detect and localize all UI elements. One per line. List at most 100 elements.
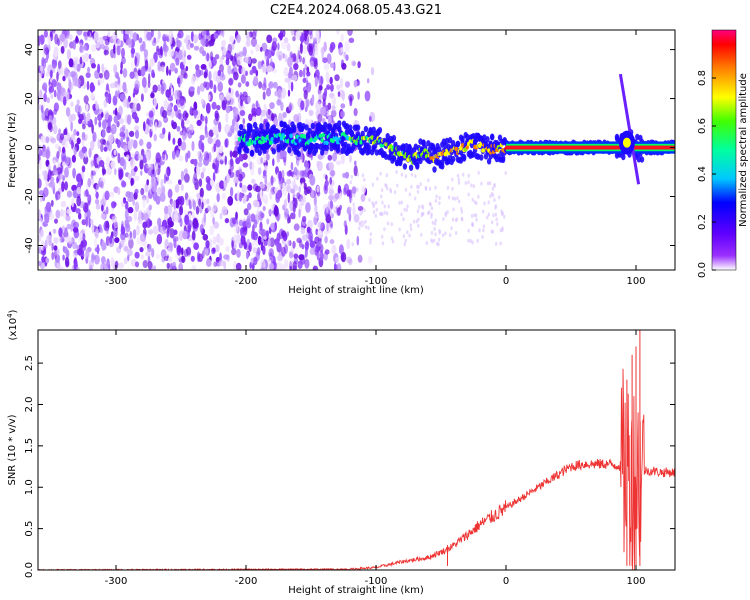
spectrogram-cell <box>185 119 190 125</box>
spectrogram-cell <box>260 115 263 125</box>
snr-frame <box>37 329 676 571</box>
spectrogram-cell <box>184 214 190 226</box>
spectrogram-cell <box>433 221 437 226</box>
spectrogram-ridge-core <box>370 135 374 140</box>
spectrogram-cell <box>317 229 323 236</box>
spectrogram-cell <box>287 240 291 246</box>
spectrogram-cell <box>475 217 478 222</box>
spectrogram-cell <box>197 161 203 168</box>
spectrogram-cell <box>114 237 120 244</box>
spectrogram-cell <box>404 187 408 192</box>
spectrogram-streak <box>618 73 641 185</box>
spectrogram-cell <box>134 201 140 213</box>
spectrogram-cell <box>281 150 287 158</box>
spectrogram-cell <box>150 163 154 170</box>
spectrogram-cell <box>174 184 180 193</box>
spectrogram-cell <box>118 262 124 269</box>
spectrogram-cell <box>430 231 434 235</box>
spectrogram-cell <box>157 84 161 92</box>
spectrogram-cell <box>95 228 99 239</box>
spectrogram-cell <box>97 180 102 187</box>
spectrogram-cell <box>181 255 186 263</box>
spectrogram-cell <box>232 150 238 158</box>
spectrogram-cell <box>282 204 286 211</box>
spectrogram-cell <box>251 178 256 184</box>
spectrogram-cell <box>379 171 382 176</box>
spectrogram-cell <box>421 205 425 210</box>
spectrogram-y-label: Frequency (Hz) <box>7 112 18 188</box>
spectrogram-cell <box>205 102 211 114</box>
spectrogram-cell <box>58 128 62 136</box>
spectrogram-ridge-halo <box>451 155 456 163</box>
spectrogram-cell <box>177 137 182 147</box>
spectrogram-cell <box>200 171 205 179</box>
snr-x-tick-label: -300 <box>105 576 128 587</box>
spectrogram-cell <box>40 71 44 77</box>
spectrogram-cell <box>258 227 264 235</box>
spectrogram-cell <box>132 229 137 240</box>
spectrogram-cell <box>434 198 438 203</box>
spectrogram-cell <box>293 184 299 192</box>
spectrogram-cell <box>78 237 81 243</box>
spectrogram-cell <box>191 140 195 152</box>
spectrogram-cell <box>271 41 277 51</box>
spectrogram-cell <box>176 32 181 39</box>
spectrogram-cell <box>244 193 248 201</box>
spectrogram-cell <box>101 165 105 176</box>
spectrogram-cell <box>139 247 144 253</box>
spectrogram-cell <box>68 79 72 90</box>
spectrogram-cell <box>179 95 185 107</box>
spectrogram-cell <box>47 36 52 45</box>
spectrogram-cell <box>351 186 357 195</box>
spectrogram-cell <box>157 217 162 227</box>
spectrogram-cell <box>325 71 330 82</box>
spectrogram-cell <box>146 179 150 186</box>
spectrogram-cell <box>90 219 94 225</box>
spectrogram-cell <box>255 106 262 116</box>
spectrogram-cell <box>58 227 63 238</box>
spectrogram-cell <box>76 30 83 36</box>
spectrogram-ridge-halo <box>418 157 423 165</box>
spectrogram-cell <box>477 194 480 199</box>
spectrogram-cell <box>200 98 205 106</box>
spectrogram-cell <box>147 148 152 159</box>
spectrogram-cell <box>248 113 253 122</box>
spectrogram-cell <box>435 194 438 199</box>
spectrogram-cell <box>172 236 179 242</box>
spectrogram-cell <box>52 159 57 165</box>
spectrogram-y-tick-label: 40 <box>24 43 35 56</box>
spectrogram-cell <box>335 160 342 166</box>
spectrogram-cell <box>148 229 154 235</box>
spectrogram-cell <box>65 106 71 117</box>
spectrogram-cell <box>216 104 221 111</box>
spectrogram-cell <box>153 97 158 107</box>
spectrogram-y-tick-label: 0 <box>24 144 35 150</box>
spectrogram-cell <box>400 172 404 177</box>
spectrogram-cell <box>62 146 66 154</box>
spectrogram-cell <box>175 37 179 44</box>
spectrogram-cell <box>53 237 59 244</box>
spectrogram-cell <box>264 198 268 205</box>
spectrogram-cell <box>167 134 171 142</box>
spectrogram-cell <box>138 138 144 147</box>
spectrogram-cell <box>88 265 93 270</box>
spectrogram-cell <box>327 114 332 126</box>
spectrogram-cell <box>437 242 440 247</box>
spectrogram-cell <box>67 157 72 163</box>
spectrogram-cell <box>304 241 309 251</box>
spectrogram-cell <box>133 210 138 222</box>
spectrogram-cell <box>292 174 297 181</box>
spectrogram-cell <box>43 30 49 38</box>
spectrogram-cell <box>414 196 417 201</box>
spectrogram-cell <box>79 56 83 65</box>
spectrogram-cell <box>224 155 227 166</box>
spectrogram-cell <box>64 167 69 178</box>
colorbar-label: Normalized spectral amplitude <box>738 73 749 227</box>
spectrogram-cell <box>310 60 315 68</box>
spectrogram-cell <box>139 233 146 242</box>
spectrogram-cell <box>238 192 243 202</box>
spectrogram-cell <box>119 69 123 75</box>
spectrogram-cell <box>209 79 214 90</box>
spectrogram-cell <box>62 254 65 261</box>
